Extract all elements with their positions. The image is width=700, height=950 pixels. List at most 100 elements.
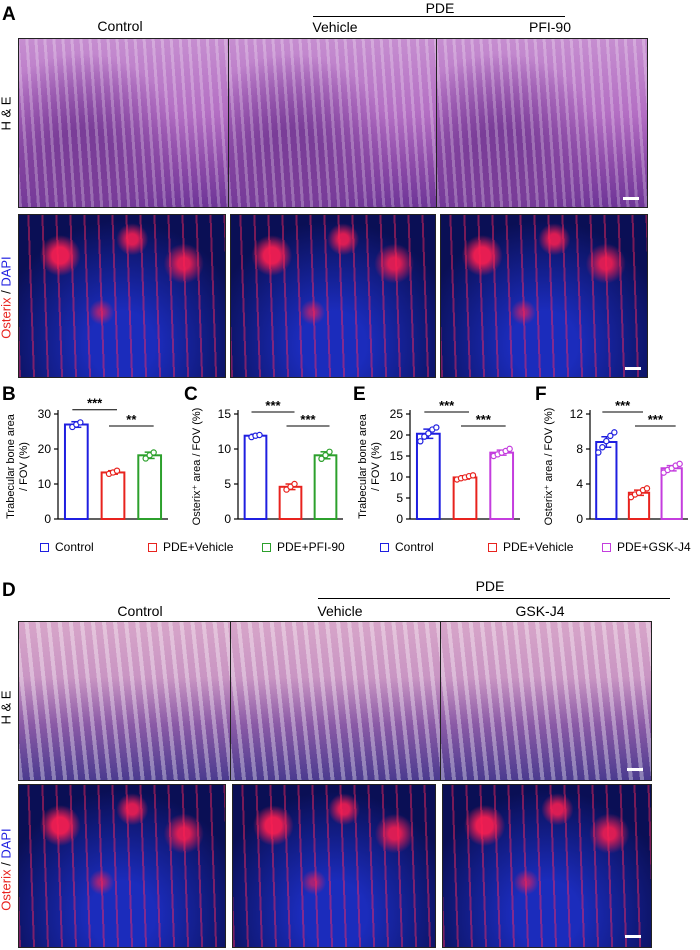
significance-label: *** [439,398,455,413]
significance-label: *** [300,412,316,427]
bar [243,434,268,521]
legend-swatch [262,542,271,552]
legend-item: PDE+Vehicle [488,540,573,554]
panel-a-he-pfi90 [436,38,648,208]
osterix-label: Osterix [0,869,14,911]
y-axis-label: Trabecular bone area [5,413,17,519]
legend-item: PDE+GSK-J4 [602,540,691,554]
panel-letter-b: B [2,384,16,405]
panel-d-col-vehicle: Vehicle [317,603,363,619]
legend-right: Control PDE+Vehicle PDE+GSK-J4 [380,540,700,556]
chart-b: Trabecular bone area / FOV (%)0102030****… [5,396,168,526]
legend-swatch [602,542,611,552]
y-tick-label: 20 [38,442,52,456]
scale-bar [625,935,641,938]
bar [489,451,515,520]
data-point [150,449,157,456]
legend-label: Control [55,540,94,554]
significance-label: ** [126,412,137,427]
data-point [291,480,298,488]
data-point [425,430,432,437]
data-point [595,449,602,456]
y-axis-label: / FOV (%) [370,442,382,491]
panel-a-row-he-label: H & E [0,96,14,131]
osterix-label: Osterix [0,297,14,339]
panel-d-he-control [18,621,232,781]
panel-a-group-label: PDE [425,0,455,16]
legend-swatch [148,542,157,552]
y-tick-label: 15 [390,449,404,463]
scale-bar [623,197,639,200]
data-point [322,452,329,459]
y-tick-label: 15 [218,407,232,421]
bar [278,485,303,521]
panel-d-row-if-label: Osterix / DAPI [0,820,14,920]
panel-a-he-vehicle [228,38,438,208]
scale-bar [627,768,643,771]
bar [660,467,683,520]
data-point [607,432,614,440]
panel-d-if-control [18,784,226,948]
data-point [611,429,618,436]
y-tick-label: 12 [570,407,584,421]
panel-a-col-pfi90: PFI-90 [528,19,571,35]
panel-d-he-gskj4 [440,621,652,781]
data-point [643,485,651,492]
bar [452,476,478,520]
bar [313,454,338,521]
panel-letter-c: C [184,384,198,405]
data-point [469,472,477,479]
significance-label: *** [615,398,631,413]
panel-letter-f: F [535,384,547,405]
bar [63,423,89,520]
y-tick-label: 0 [576,512,583,526]
y-tick-label: 0 [224,512,231,526]
significance-label: *** [87,396,103,411]
panel-letter-e: E [353,384,366,405]
data-point [603,437,610,445]
legend-label: PDE+Vehicle [163,540,234,554]
panel-a-if-vehicle [230,214,436,378]
panel-a-he-control [18,38,230,208]
bar [100,471,126,520]
data-point [326,448,333,456]
panel-d-group-label: PDE [475,578,505,594]
data-point [113,467,121,474]
panel-a-group-line [313,16,565,17]
panel-d-group-line [318,598,670,599]
y-axis-label: Trabecular bone area [357,413,369,519]
y-tick-label: 4 [576,477,583,491]
panel-d-he-vehicle [230,621,442,781]
chart-f: Osterix⁺ area / FOV (%) 0 4 8 12 *** *** [543,398,688,526]
legend-label: Control [395,540,434,554]
panel-d-row-he-label: H & E [0,690,14,725]
y-tick-label: 25 [390,407,404,421]
legend-item: PDE+Vehicle [148,540,233,554]
bar [137,454,163,521]
chart-c: Osterix⁺ area / FOV (%) 0 5 10 15 *** *** [191,398,343,526]
legend-label: PDE+GSK-J4 [617,540,691,554]
legend-item: Control [40,540,94,554]
panel-letter-a: A [2,4,16,25]
panel-a-col-control: Control [97,18,143,34]
y-tick-label: 0 [44,512,51,526]
significance-label: *** [265,398,281,413]
chart-e: Trabecular bone area / FOV (%) 0 5 10 15 20 25 *… [357,398,520,526]
y-tick-label: 0 [396,512,403,526]
y-axis-label: Osterix⁺ area / FOV (%) [191,408,203,526]
legend-label: PDE+PFI-90 [277,540,345,554]
legend-item: PDE+PFI-90 [262,540,345,554]
label-separator: / [0,858,14,870]
y-tick-label: 10 [390,470,404,484]
panel-d-if-gskj4 [442,784,652,948]
panel-d-col-gskj4: GSK-J4 [515,603,565,619]
y-tick-label: 5 [224,477,231,491]
significance-label: *** [648,412,664,427]
panel-a-col-vehicle: Vehicle [312,19,358,35]
y-tick-label: 30 [38,407,52,421]
data-point [142,455,149,462]
data-point [256,431,263,439]
legend-swatch [40,542,49,552]
dapi-label: DAPI [0,828,14,859]
panel-a-if-pfi90 [440,214,648,378]
